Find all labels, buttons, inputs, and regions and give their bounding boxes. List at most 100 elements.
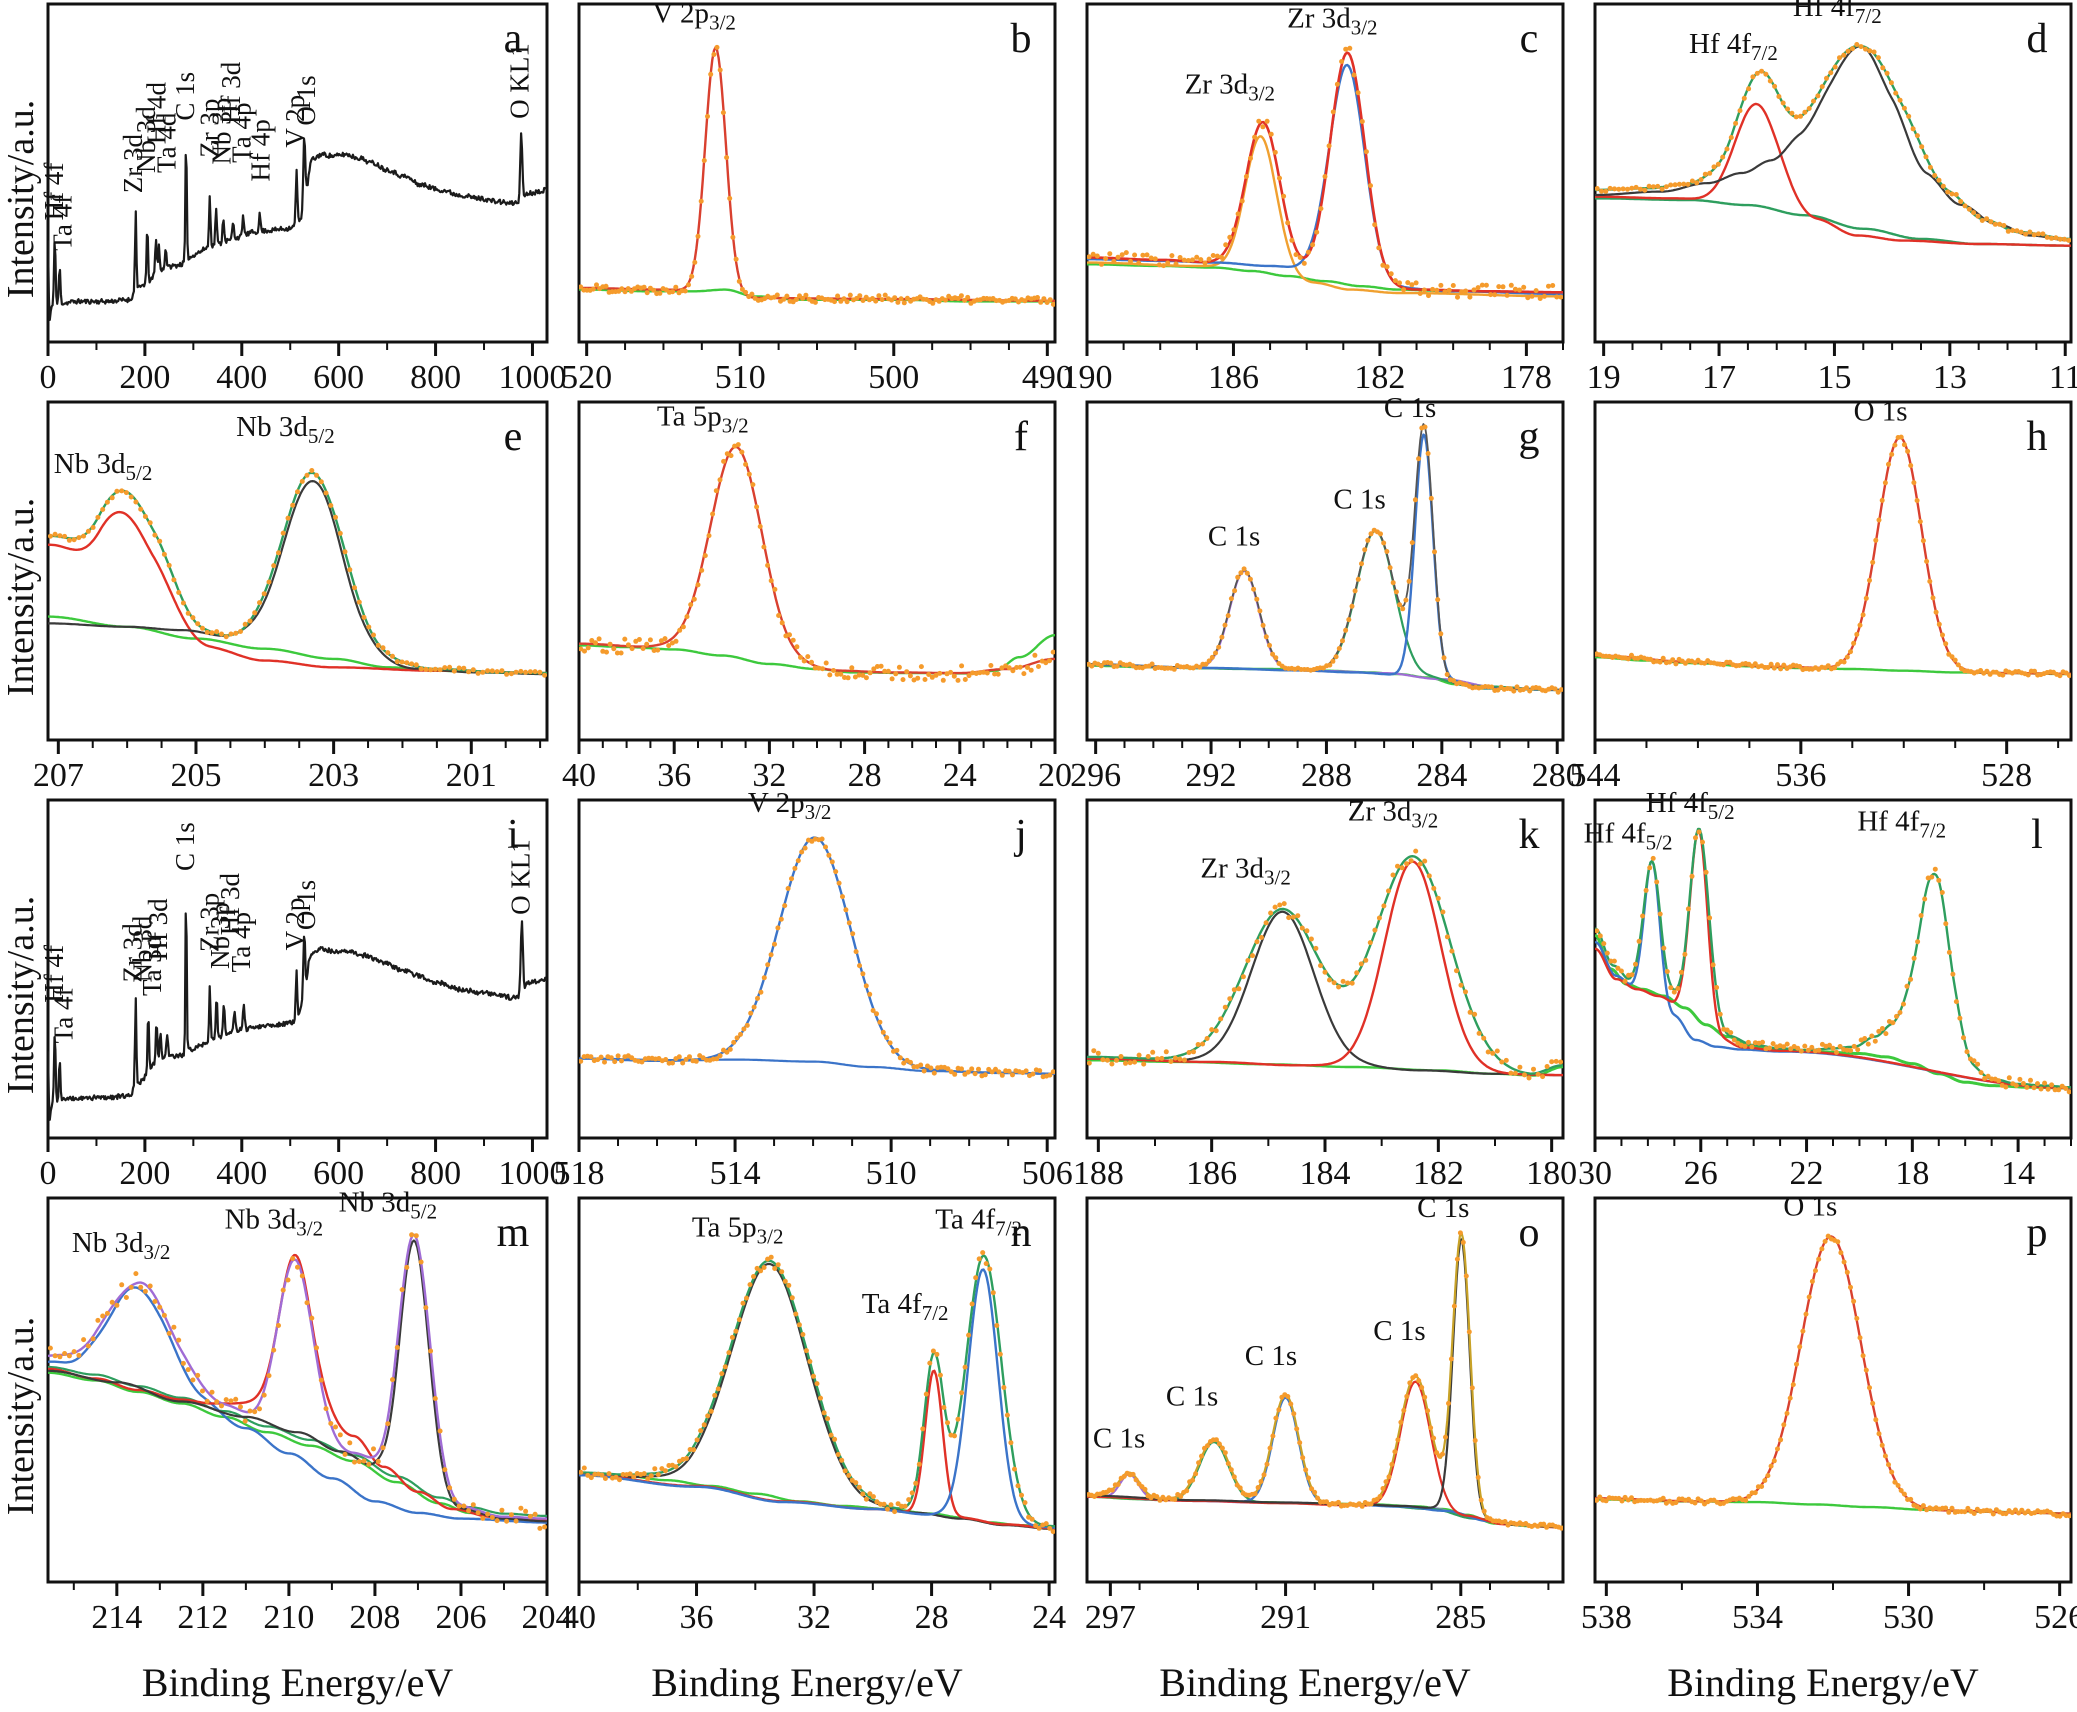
curve-g-3 (1087, 433, 1563, 692)
peak-label-m-0: Nb 3d3/2 (72, 1227, 171, 1264)
panel-letter-k: k (1519, 812, 1540, 858)
panel-m-plot: 214 212 210 208 206 204 Nb 3d3/2 Nb 3d3/2 Nb 3d5… (46, 1186, 573, 1636)
x-tick-label: 291 (1260, 1599, 1311, 1636)
scatter-points (579, 1250, 1055, 1535)
x-axis-title: Binding Energy/eV (651, 1660, 963, 1705)
panel-letter-d: d (2027, 16, 2048, 62)
x-tick-label: 11 (2049, 359, 2077, 396)
curve-h-1 (1595, 436, 2071, 675)
plot-frame (1085, 2, 1565, 344)
peak-label-o-4: C 1s (1417, 1192, 1469, 1224)
curve-p-1 (1595, 1235, 2071, 1515)
panel-letter-o: o (1519, 1210, 1540, 1256)
x-tick-label: 182 (1354, 359, 1405, 396)
peak-label-j-0: V 2p3/2 (748, 787, 832, 824)
y-axis-title: Intensity/a.u. (0, 796, 42, 1194)
x-tick-label: 284 (1416, 757, 1467, 794)
peak-label-a-8: Nb 3p (206, 98, 236, 165)
panel-n: 40 36 32 28 24 Ta 5p3/2 Ta 4f7/2 Ta 4f7/2 n Bindi… (553, 1194, 1066, 1712)
x-tick-label: 14 (2001, 1155, 2035, 1192)
peak-label-i-8: Nb 3p (205, 902, 235, 969)
panel-k-plot: 188 186 184 182 180 Zr 3d3/2 Zr 3d3/2 k (1073, 795, 1577, 1192)
x-tick-label: 207 (33, 757, 84, 794)
panel-letter-a: a (504, 16, 523, 62)
peak-label-a-11: Hf 4p (246, 119, 276, 181)
x-axis-ticks: 297 291 285 (1085, 1582, 1550, 1636)
curve-k-3 (1087, 855, 1563, 1075)
peak-label-l-2: Hf 4f7/2 (1857, 805, 1946, 842)
peak-label-a-2: Zr 3d (118, 134, 148, 194)
scatter-points (579, 836, 1055, 1080)
peak-label-a-10: Ta 4p (226, 103, 256, 163)
curve-c-1 (1087, 135, 1563, 298)
panel-l: 30 26 22 18 14 Hf 4f5/2 Hf 4f5/2 Hf 4f7/2 l (1569, 787, 2077, 1194)
curve-o-4 (1087, 1380, 1563, 1529)
scatter-points (579, 44, 1055, 307)
y-axis-title-text: Intensity/a.u. (0, 497, 42, 697)
x-tick-label: 186 (1208, 359, 1259, 396)
scatter-points (48, 1232, 547, 1531)
plot-frame (1593, 400, 2073, 742)
panel-letter-p: p (2027, 1210, 2048, 1256)
panel-c: 190 186 182 178 Zr 3d3/2 Zr 3d3/2 c (1061, 0, 1569, 398)
x-tick-label: 200 (119, 359, 170, 396)
x-tick-label: 18 (1895, 1155, 1929, 1192)
curve-m-2 (48, 1286, 547, 1524)
curve-d-2 (1595, 45, 2071, 242)
peak-label-i-13: O KL1 (505, 839, 535, 915)
x-axis-title: Binding Energy/eV (1667, 1660, 1979, 1705)
curve-g-4 (1087, 423, 1563, 691)
x-axis-ticks: 0 200 400 600 800 1000 (40, 342, 566, 396)
x-axis-ticks: 544 536 528 (1570, 740, 2060, 794)
peak-label-m-2: Nb 3d5/2 (339, 1186, 438, 1223)
curve-o-2 (1087, 1440, 1563, 1529)
x-tick-label: 506 (1022, 1155, 1073, 1192)
panel-letter-f: f (1014, 414, 1028, 460)
peak-label-k-0: Zr 3d3/2 (1200, 853, 1290, 890)
x-tick-label: 20 (1038, 757, 1072, 794)
panel-letter-c: c (1520, 16, 1539, 62)
panel-o: 297 291 285 C 1s C 1s C 1s C 1s C 1s o Binding En… (1061, 1192, 1569, 1712)
x-axis-ticks: 188 186 184 182 180 (1073, 1138, 1577, 1192)
x-tick-label: 600 (313, 359, 364, 396)
plot-frame (577, 400, 1057, 742)
x-tick-label: 800 (410, 1155, 461, 1192)
x-tick-label: 184 (1300, 1155, 1351, 1192)
curve-l-2 (1595, 828, 2071, 1090)
panel-letter-n: n (1011, 1210, 1032, 1256)
panel-b: 520 510 500 490 V 2p3/2 b (553, 0, 1073, 398)
panel-j: 518 514 510 506 V 2p3/2 j (553, 787, 1073, 1194)
scatter-points (1087, 1230, 1563, 1531)
curve-m-0 (48, 1371, 547, 1522)
peak-label-n-1: Ta 4f7/2 (862, 1288, 949, 1325)
scatter-points (1595, 829, 2071, 1095)
x-tick-label: 32 (797, 1599, 831, 1636)
peak-label-n-2: Ta 4f7/2 (935, 1204, 1022, 1241)
y-axis-title-text: Intensity/a.u. (0, 99, 42, 299)
y-axis-title: Intensity/a.u. (0, 398, 42, 796)
peak-label-d-0: Hf 4f7/2 (1689, 28, 1778, 65)
x-tick-label: 400 (216, 1155, 267, 1192)
y-axis-title-text: Intensity/a.u. (0, 895, 42, 1095)
panel-o-plot: 297 291 285 C 1s C 1s C 1s C 1s C 1s o (1085, 1192, 1565, 1636)
x-tick-label: 186 (1186, 1155, 1237, 1192)
x-tick-label: 204 (522, 1599, 573, 1636)
x-tick-label: 208 (349, 1599, 400, 1636)
scatter-points (48, 468, 547, 678)
x-tick-label: 514 (710, 1155, 761, 1192)
panel-m: Intensity/a.u. 214 212 210 208 206 204 Nb 3d3/2… (0, 1186, 573, 1712)
x-axis-ticks: 214 212 210 208 206 204 (72, 1582, 573, 1636)
x-tick-label: 28 (915, 1599, 949, 1636)
panel-p: 538 534 530 526 O 1s p Binding Energy/eV (1569, 1190, 2077, 1712)
plot-frame (46, 798, 549, 1140)
peak-label-o-2: C 1s (1245, 1340, 1297, 1372)
panel-letter-l: l (2031, 812, 2043, 858)
x-tick-label: 17 (1702, 359, 1736, 396)
x-tick-label: 544 (1570, 757, 1621, 794)
peak-label-f-0: Ta 5p3/2 (657, 401, 749, 438)
x-tick-label: 538 (1581, 1599, 1632, 1636)
curve-m-4 (48, 1239, 547, 1523)
